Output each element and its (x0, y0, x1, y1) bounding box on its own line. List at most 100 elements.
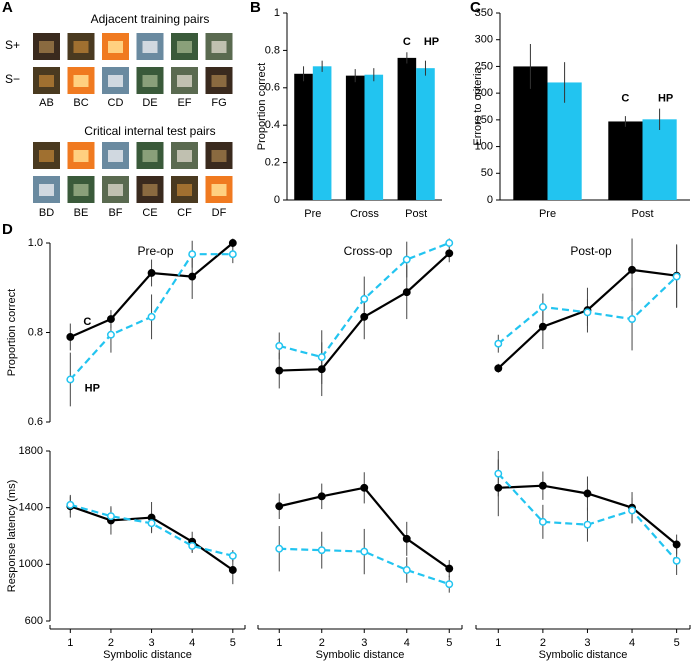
series-label: HP (658, 93, 673, 105)
point (402, 255, 411, 264)
point (445, 239, 454, 247)
point (360, 312, 369, 321)
panel-label: D (2, 221, 13, 238)
panel-title: Pre-op (137, 244, 173, 258)
x-tick-label: 1 (67, 637, 73, 649)
pair-label: BD (39, 207, 54, 219)
x-tick-label: Post (631, 208, 653, 220)
point (147, 269, 156, 277)
stimulus-image-detail (177, 184, 192, 196)
y-tick-label: 0.6 (28, 416, 43, 428)
x-tick-label: 3 (361, 637, 367, 649)
x-tick-label: 4 (189, 637, 195, 649)
stimulus-image-detail (177, 41, 192, 53)
y-tick-label: 0.4 (265, 119, 280, 131)
point (275, 544, 284, 553)
x-axis-label: Symbolic distance (539, 649, 628, 661)
point (317, 492, 326, 501)
point (188, 541, 197, 550)
y-tick-label: 0.8 (265, 44, 280, 56)
pair-label: BE (74, 207, 89, 219)
row-label: S− (5, 72, 20, 86)
panel-label: B (250, 0, 261, 16)
x-tick-label: Post (405, 208, 427, 220)
x-tick-label: 2 (540, 637, 546, 649)
y-tick-label: 50 (481, 167, 493, 179)
point (106, 330, 115, 339)
point (228, 239, 237, 247)
y-tick-label: 0.8 (28, 326, 43, 338)
pair-label: DF (212, 207, 227, 219)
stimulus-image-detail (211, 41, 227, 53)
y-tick-label: 0 (487, 194, 493, 206)
training-title: Adjacent training pairs (91, 12, 210, 26)
pair-label: BF (108, 207, 122, 219)
point (147, 312, 156, 321)
stimulus-image-detail (108, 150, 123, 162)
series-label: C (403, 36, 411, 48)
y-axis-label: Errors to criteria (472, 67, 484, 146)
point (445, 564, 454, 573)
point (66, 333, 75, 341)
series-label: C (83, 316, 91, 328)
point (402, 288, 411, 297)
point (275, 366, 284, 375)
bar (642, 119, 677, 200)
point (628, 506, 636, 515)
point (275, 502, 284, 511)
panel-label: C (470, 0, 481, 16)
y-axis-label: Proportion correct (6, 289, 18, 376)
x-tick-label: Pre (539, 208, 556, 220)
x-axis-label: Symbolic distance (316, 649, 405, 661)
point (445, 580, 454, 589)
stimulus-image-detail (211, 184, 227, 196)
y-tick-label: 150 (475, 114, 493, 126)
panel-title: Post-op (570, 244, 612, 258)
point (188, 272, 197, 281)
series-label: C (621, 93, 629, 105)
point (317, 365, 326, 374)
stimulus-image-detail (39, 184, 54, 196)
x-tick-label: 5 (674, 637, 680, 649)
bar (397, 57, 417, 200)
point (106, 512, 115, 521)
y-tick-label: 0.2 (265, 157, 280, 169)
stimulus-image-detail (39, 41, 54, 53)
y-tick-label: 0.6 (265, 82, 280, 94)
point (672, 272, 681, 281)
point (494, 364, 503, 373)
pair-label: CF (177, 207, 192, 219)
y-tick-label: 1 (274, 7, 280, 19)
x-tick-label: 2 (108, 637, 114, 649)
point (402, 566, 411, 574)
bar (294, 73, 313, 200)
series-label: HP (424, 36, 439, 48)
point (538, 303, 547, 311)
point (538, 481, 547, 490)
bar (416, 68, 435, 200)
point (583, 308, 592, 317)
point (445, 249, 454, 258)
point (228, 551, 237, 560)
pair-label: CE (142, 207, 157, 219)
point (66, 500, 75, 509)
point (228, 566, 237, 574)
line (279, 547, 450, 586)
panel-title: Cross-op (344, 244, 393, 258)
point (228, 250, 237, 259)
x-tick-label: 3 (149, 637, 155, 649)
row-label: S+ (5, 38, 20, 52)
stimulus-image-detail (39, 150, 54, 162)
point (106, 315, 115, 324)
series-label: HP (85, 382, 100, 394)
x-tick-label: 4 (629, 637, 635, 649)
point (360, 483, 369, 492)
point (360, 547, 369, 556)
point (583, 520, 592, 529)
bar (312, 66, 332, 200)
y-tick-label: 300 (475, 34, 493, 46)
point (147, 519, 156, 528)
stimulus-image-detail (177, 150, 192, 162)
point (317, 546, 326, 555)
